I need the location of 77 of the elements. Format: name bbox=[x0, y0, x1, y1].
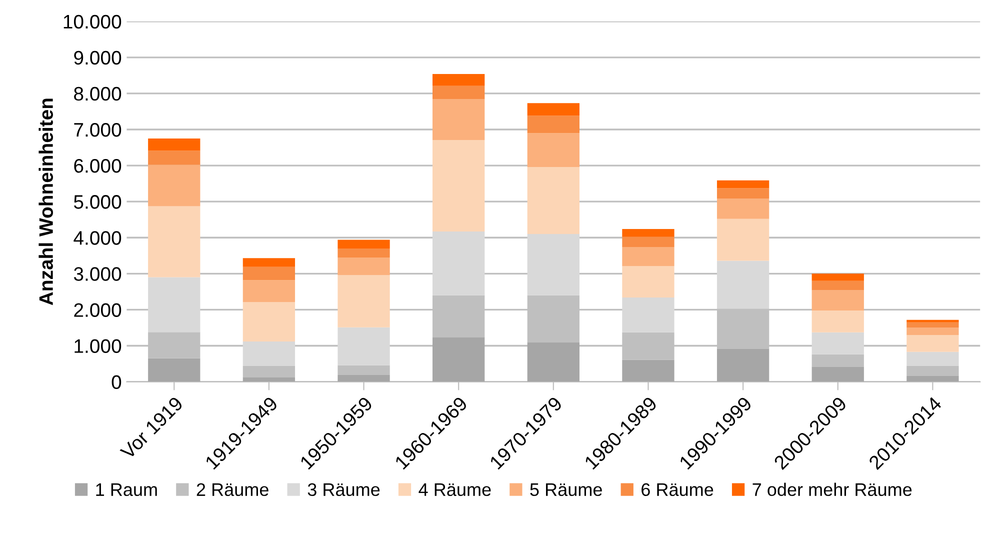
bar bbox=[338, 257, 390, 276]
bar bbox=[338, 248, 390, 258]
bar bbox=[812, 290, 864, 310]
bar bbox=[338, 374, 390, 382]
y-tick-label: 8.000 bbox=[74, 86, 122, 101]
y-tick-label: 7.000 bbox=[74, 122, 122, 137]
bar bbox=[527, 103, 580, 116]
bar bbox=[148, 138, 200, 151]
y-tick-label: 0 bbox=[112, 375, 122, 390]
bar bbox=[242, 302, 296, 342]
bar bbox=[527, 234, 580, 296]
bar bbox=[432, 232, 485, 296]
legend-label: 3 Räume bbox=[308, 483, 380, 496]
bar bbox=[906, 352, 959, 366]
bar bbox=[622, 297, 674, 332]
bar bbox=[242, 258, 296, 267]
bar bbox=[716, 188, 770, 199]
bar bbox=[432, 74, 485, 86]
y-tick-label: 5.000 bbox=[74, 195, 122, 209]
bar bbox=[338, 365, 390, 375]
bar bbox=[242, 280, 296, 302]
bar bbox=[812, 354, 864, 368]
bar bbox=[338, 275, 390, 328]
bar bbox=[716, 180, 770, 188]
y-axis-title: Anzahl Wohneinheiten bbox=[38, 98, 53, 306]
bar bbox=[906, 320, 959, 322]
bar bbox=[716, 218, 770, 261]
bar bbox=[338, 240, 390, 248]
y-tick-label: 3.000 bbox=[74, 267, 122, 281]
bar bbox=[432, 99, 485, 140]
bar bbox=[432, 86, 485, 100]
y-tick-label: 9.000 bbox=[74, 50, 122, 65]
legend-label: 6 Räume bbox=[642, 483, 714, 496]
bar bbox=[906, 376, 959, 382]
bar bbox=[432, 140, 485, 232]
y-tick-label: 6.000 bbox=[74, 159, 122, 173]
legend-label: 2 Räume bbox=[196, 483, 268, 496]
y-tick-label: 4.000 bbox=[74, 231, 122, 245]
bar bbox=[148, 164, 200, 206]
legend-label: 4 Räume bbox=[418, 483, 491, 496]
y-tick-label: 10.000 bbox=[64, 14, 122, 29]
bar bbox=[716, 349, 770, 382]
bar bbox=[242, 341, 296, 366]
bar bbox=[148, 150, 200, 165]
bar bbox=[622, 266, 674, 298]
bar bbox=[242, 266, 296, 280]
bar bbox=[812, 310, 864, 332]
y-tick-label: 2.000 bbox=[74, 303, 122, 317]
bar bbox=[527, 166, 580, 234]
bar bbox=[242, 366, 296, 378]
bar bbox=[338, 327, 390, 366]
bar bbox=[148, 206, 200, 278]
bar bbox=[622, 360, 674, 382]
bar bbox=[148, 358, 200, 382]
legend-label: 5 Räume bbox=[530, 483, 602, 496]
bar bbox=[622, 247, 674, 266]
bar bbox=[527, 342, 580, 382]
bar bbox=[432, 337, 485, 382]
bar bbox=[812, 367, 864, 382]
bar bbox=[148, 277, 200, 332]
bar bbox=[906, 328, 959, 335]
bar bbox=[812, 274, 864, 281]
legend-label: 1 Raum bbox=[96, 483, 157, 496]
bar bbox=[622, 236, 674, 247]
y-tick-label: 1.000 bbox=[74, 339, 122, 353]
bar bbox=[716, 260, 770, 309]
bar bbox=[527, 116, 580, 134]
bar bbox=[906, 366, 959, 376]
bar bbox=[716, 198, 770, 219]
legend-label: 7 oder mehr Räume bbox=[752, 482, 912, 496]
bar bbox=[242, 377, 296, 382]
bar bbox=[812, 280, 864, 290]
bar bbox=[812, 332, 864, 354]
bar bbox=[527, 133, 580, 167]
bar bbox=[906, 334, 959, 352]
bar bbox=[622, 228, 674, 237]
bar bbox=[906, 322, 959, 328]
